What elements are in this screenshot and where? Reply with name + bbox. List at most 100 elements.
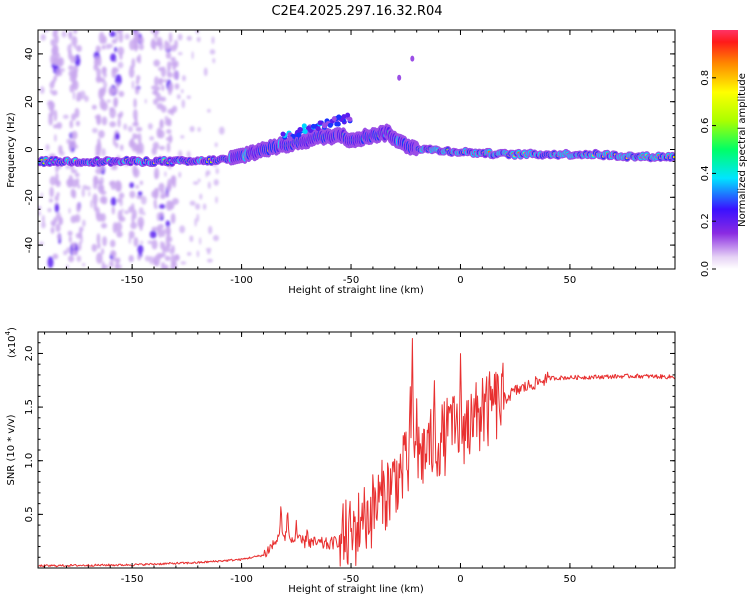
noise-blob <box>93 64 99 71</box>
noise-blob <box>135 85 140 95</box>
noise-blob <box>101 116 108 126</box>
noise-blob <box>97 242 101 249</box>
noise-blob <box>152 141 160 150</box>
noise-blob <box>49 81 55 89</box>
colorbar-tick-label: 0.0 <box>700 261 711 277</box>
noise-blob <box>141 149 144 155</box>
noise-blob <box>115 33 119 43</box>
ridge-branch <box>345 112 351 118</box>
noise-blob <box>68 207 71 214</box>
snr-scale-prefix: (x104) <box>4 327 18 358</box>
noise-blob <box>160 190 166 199</box>
noise-blob <box>196 36 201 43</box>
noise-blob <box>99 176 104 185</box>
noise-blob <box>154 194 158 198</box>
ridge-branch <box>341 114 347 120</box>
noise-blob <box>191 51 194 60</box>
noise-blob <box>158 77 163 86</box>
noise-blob <box>136 194 143 200</box>
noise-blob <box>149 230 157 239</box>
noise-blob <box>52 124 59 129</box>
noise-blob <box>189 125 195 133</box>
y-tick-label: 0.5 <box>24 506 35 522</box>
noise-blob <box>153 205 158 210</box>
noise-blob <box>211 36 215 45</box>
noise-blob <box>137 244 144 254</box>
snr-scale-exponent: 4 <box>4 330 12 335</box>
noise-blob <box>115 142 119 149</box>
noise-blob <box>174 254 180 261</box>
noise-blob <box>62 114 69 119</box>
noise-blob <box>72 91 76 100</box>
noise-blob <box>76 45 82 53</box>
noise-blob <box>54 56 59 66</box>
noise-blob <box>165 220 171 228</box>
x-tick-label: -50 <box>343 275 359 286</box>
noise-blob <box>156 86 161 91</box>
noise-blob <box>130 203 135 210</box>
noise-blob <box>79 90 86 100</box>
noise-blob <box>131 212 135 225</box>
noise-blob <box>47 256 54 269</box>
noise-blob <box>129 182 135 189</box>
noise-blob <box>76 202 81 213</box>
x-tick-label: -50 <box>343 574 359 585</box>
spectrogram-y-label: Frequency (Hz) <box>6 112 17 188</box>
noise-blob <box>102 67 107 74</box>
noise-blob <box>54 203 60 213</box>
noise-blob <box>157 228 163 238</box>
noise-blob <box>76 255 82 262</box>
y-tick-label: -20 <box>24 189 35 205</box>
noise-blob <box>91 243 98 252</box>
noise-blob <box>177 33 183 41</box>
noise-blob <box>197 127 201 132</box>
noise-blob <box>109 107 116 119</box>
noise-blob <box>49 186 54 198</box>
noise-blob <box>74 172 80 177</box>
noise-blob <box>96 115 102 126</box>
colorbar-tick-label: 0.6 <box>700 118 711 134</box>
noise-blob <box>199 193 203 200</box>
noise-blob <box>40 86 45 94</box>
noise-blob <box>153 258 158 266</box>
noise-blob <box>199 237 202 245</box>
noise-blob <box>208 225 213 235</box>
noise-blob <box>70 180 73 186</box>
noise-blob <box>181 89 184 94</box>
noise-blob <box>50 101 54 110</box>
noise-blob <box>186 252 192 256</box>
noise-blob <box>215 196 218 204</box>
noise-blob <box>118 264 122 269</box>
noise-blob <box>167 108 174 115</box>
noise-blob <box>71 130 78 140</box>
x-tick-label: -150 <box>121 574 144 585</box>
ridge-branch <box>335 121 341 127</box>
noise-blob <box>154 172 158 180</box>
snr-panel: -150 -100 -50 0 50 0.5 1.0 1.5 2.0 Height of st… <box>4 327 676 595</box>
noise-blob <box>137 191 143 197</box>
noise-blob <box>68 255 75 263</box>
noise-blob <box>103 81 108 89</box>
noise-blob <box>48 114 53 126</box>
noise-blob <box>189 235 194 243</box>
noise-blob <box>207 181 211 189</box>
noise-blob <box>161 252 167 258</box>
ridge-core <box>672 155 675 159</box>
noise-blob <box>120 144 124 151</box>
noise-blob <box>192 181 199 185</box>
noise-blob <box>53 75 57 82</box>
noise-blob <box>147 240 153 245</box>
noise-blob <box>66 138 72 145</box>
noise-blob <box>68 65 74 71</box>
noise-blob <box>212 57 216 64</box>
noise-blob <box>215 167 219 175</box>
ridge-branch <box>331 116 337 122</box>
noise-blob <box>75 177 80 186</box>
ridge-branch <box>317 120 323 126</box>
noise-blob <box>121 208 124 212</box>
noise-blob <box>82 184 88 190</box>
noise-blob <box>90 199 93 209</box>
noise-blob <box>176 94 181 100</box>
noise-blob <box>155 30 160 35</box>
y-tick-label: 1.0 <box>24 453 35 469</box>
